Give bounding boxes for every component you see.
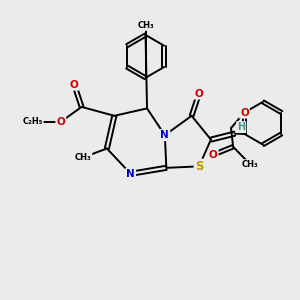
Text: O: O	[70, 80, 79, 90]
Text: N: N	[160, 130, 169, 140]
Text: O: O	[240, 108, 249, 118]
Text: CH₃: CH₃	[75, 153, 92, 162]
Text: CH₃: CH₃	[242, 160, 259, 169]
Text: S: S	[195, 160, 203, 173]
Text: O: O	[195, 88, 203, 98]
Text: CH₃: CH₃	[137, 21, 154, 30]
Text: O: O	[209, 150, 218, 160]
Text: C₂H₅: C₂H₅	[22, 117, 43, 126]
Text: N: N	[126, 169, 135, 179]
Text: H: H	[237, 122, 245, 132]
Text: O: O	[56, 117, 65, 127]
